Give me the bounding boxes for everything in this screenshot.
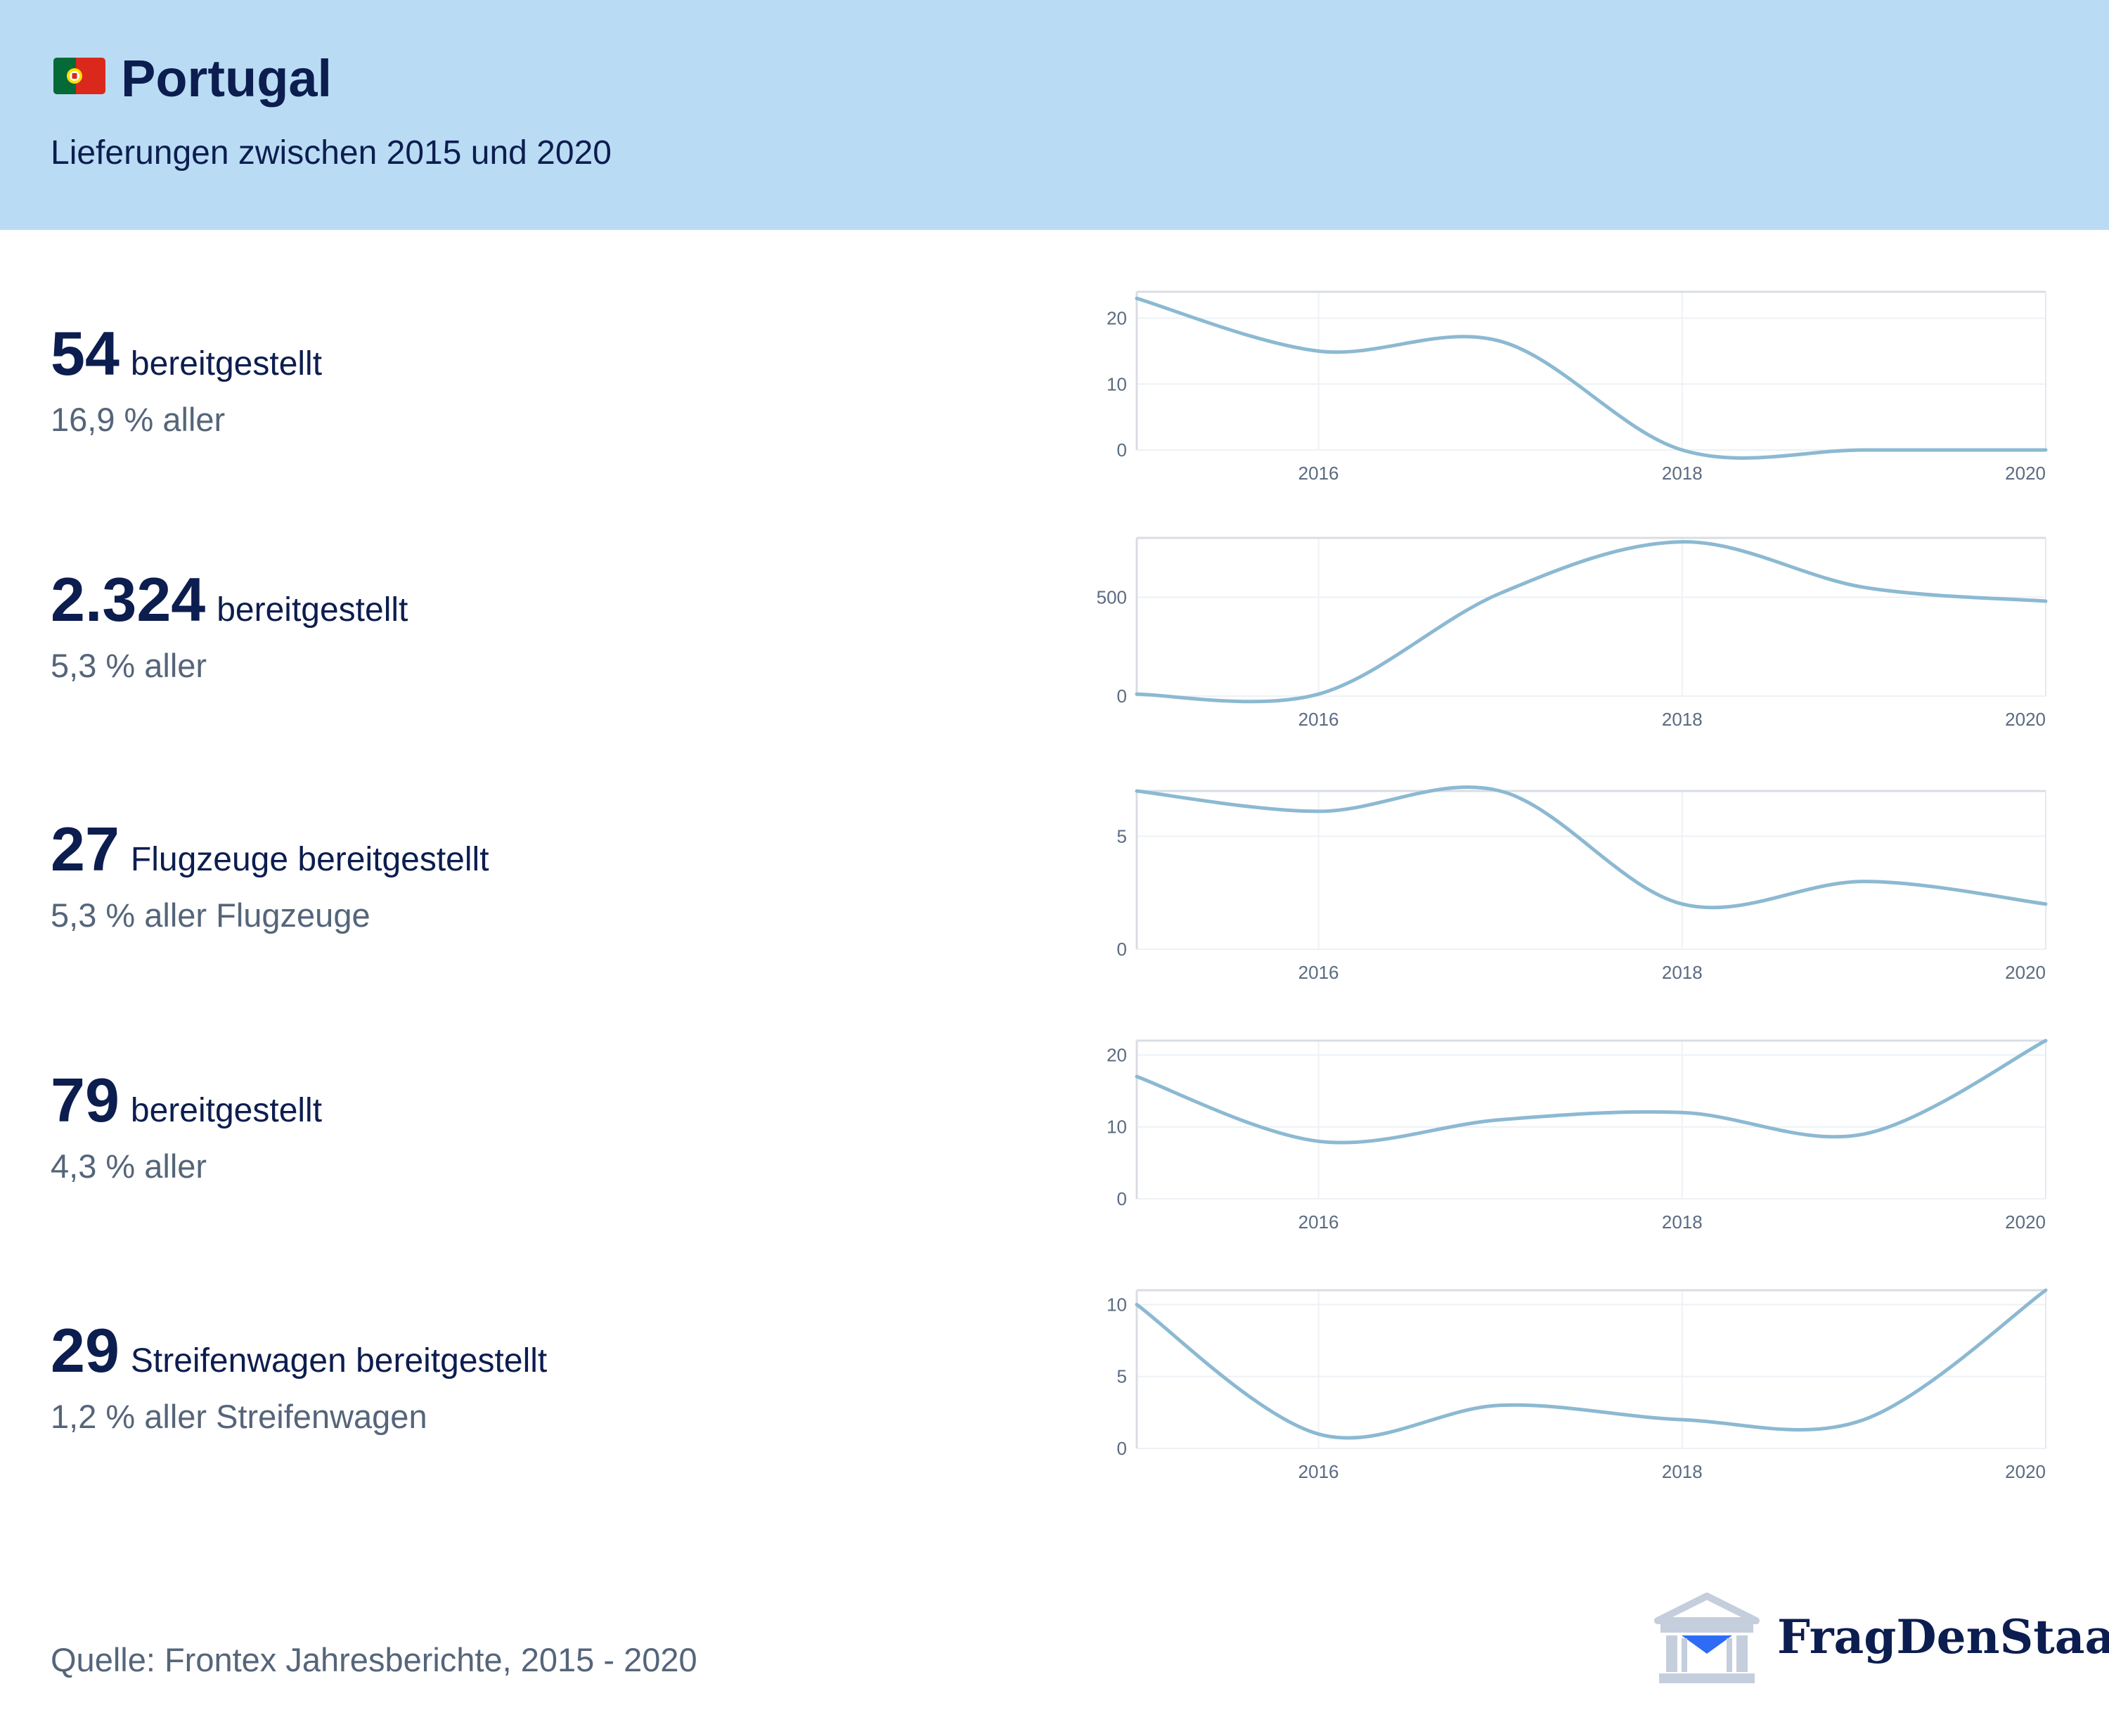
y-tick-label: 10 [1107,1117,1127,1138]
sparkline-svg: 0 5 2016 2018 2020 [1117,785,2048,983]
stat-block-4: 79 bereitgestellt 4,3 % aller [51,1062,1035,1191]
sparkline-svg: 0 500 2016 2018 2020 [1097,536,2048,730]
sparkline-svg: 0 5 10 2016 2018 2020 [1107,1288,2048,1482]
stat-value: 27 [51,814,120,884]
stat-block-2: 2.324 bereitgestellt 5,3 % aller [51,561,1035,690]
x-tick-label: 2018 [1662,709,1703,730]
sparkline-chart-2: 0 500 2016 2018 2020 [1083,524,2067,735]
series-line [1135,1288,2048,1440]
sparkline-chart-5: 0 5 10 2016 2018 2020 [1083,1276,2067,1487]
y-tick-label: 5 [1117,1366,1127,1387]
x-tick-label: 2020 [2005,463,2046,484]
x-tick-label: 2016 [1298,463,1339,484]
x-tick-label: 2018 [1662,1211,1703,1233]
logo-text: FragDenStaat [1777,1609,2109,1664]
y-tick-label: 5 [1117,825,1127,847]
y-tick-label: 0 [1117,939,1127,960]
stat-share: 16,9 % aller [51,401,226,438]
y-tick-label: 10 [1107,1294,1127,1315]
stat-value: 79 [51,1065,120,1135]
stat-share: 5,3 % aller Flugzeuge [51,896,370,934]
x-tick-label: 2016 [1298,1461,1339,1482]
x-tick-label: 2020 [2005,1211,2046,1233]
stat-label: Flugzeuge bereitgestellt [130,841,489,878]
building-mail-icon [1654,1593,1760,1683]
y-tick-label: 0 [1117,1188,1127,1209]
stat-block-5: 29 Streifenwagen bereitgestellt 1,2 % all… [51,1312,1035,1441]
x-tick-label: 2018 [1662,463,1703,484]
stat-value: 54 [51,319,120,388]
stat-share: 1,2 % aller Streifenwagen [51,1398,427,1435]
y-tick-label: 20 [1107,308,1127,329]
stat-label: bereitgestellt [217,591,408,629]
fragdenstaat-logo: FragDenStaat [1651,1589,2109,1695]
y-tick-label: 0 [1117,686,1127,707]
x-tick-label: 2020 [2005,962,2046,983]
portugal-flag-icon [53,58,105,94]
page-title: Portugal [121,49,333,108]
x-tick-label: 2016 [1298,962,1339,983]
stat-label: bereitgestellt [130,1092,323,1129]
sparkline-chart-4: 0 10 20 2016 2018 2020 [1083,1027,2067,1237]
y-tick-label: 0 [1117,1438,1127,1459]
stat-label: bereitgestellt [130,345,323,382]
stat-value: 2.324 [51,565,206,634]
x-tick-label: 2016 [1298,709,1339,730]
series-line [1135,296,2048,460]
x-tick-label: 2018 [1662,1461,1703,1482]
stat-block-3: 27 Flugzeuge bereitgestellt 5,3 % aller F… [51,811,1035,940]
y-tick-label: 20 [1107,1044,1127,1065]
sparkline-chart-3: 0 5 2016 2018 2020 [1083,777,2067,988]
stat-share: 4,3 % aller [51,1147,207,1185]
stat-label: Streifenwagen bereitgestellt [130,1342,548,1380]
x-tick-label: 2016 [1298,1211,1339,1233]
header: Portugal Lieferungen zwischen 2015 und 2… [0,0,2109,230]
stat-value: 29 [51,1316,120,1385]
sparkline-svg: 0 10 20 2016 2018 2020 [1107,1039,2048,1233]
sparkline-svg: 0 10 20 2016 2018 2020 [1107,290,2048,484]
x-tick-label: 2018 [1662,962,1703,983]
series-line [1135,540,2048,704]
y-tick-label: 10 [1107,373,1127,394]
x-tick-label: 2020 [2005,709,2046,730]
series-line [1135,1039,2048,1145]
stat-share: 5,3 % aller [51,647,207,684]
sparkline-chart-1: 0 10 20 2016 2018 2020 [1083,278,2067,489]
series-line [1135,785,2048,910]
y-tick-label: 500 [1097,586,1127,607]
source-note: Quelle: Frontex Jahresberichte, 2015 - 2… [51,1641,697,1678]
x-tick-label: 2020 [2005,1461,2046,1482]
page-subtitle: Lieferungen zwischen 2015 und 2020 [51,134,612,172]
stat-block-1: 54 bereitgestellt 16,9 % aller [51,315,1035,444]
y-tick-label: 0 [1117,439,1127,461]
